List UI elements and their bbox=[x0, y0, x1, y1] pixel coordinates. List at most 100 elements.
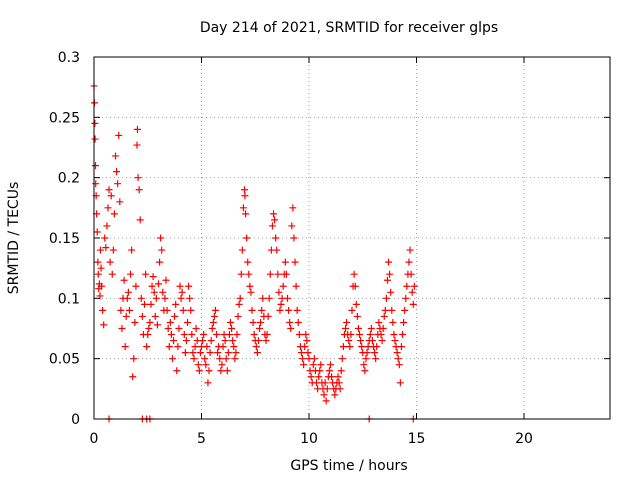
data-point bbox=[354, 325, 362, 332]
data-point bbox=[239, 204, 247, 212]
data-point bbox=[325, 367, 333, 375]
data-point bbox=[213, 331, 221, 339]
data-point bbox=[379, 325, 387, 332]
data-point bbox=[91, 119, 99, 127]
data-point bbox=[161, 294, 169, 302]
data-point bbox=[315, 373, 323, 381]
data-point bbox=[142, 270, 150, 278]
data-point bbox=[377, 331, 385, 339]
data-point bbox=[254, 337, 262, 345]
data-point bbox=[182, 337, 190, 345]
data-point bbox=[300, 361, 308, 369]
data-point bbox=[164, 325, 172, 332]
data-point bbox=[136, 216, 144, 224]
data-point bbox=[132, 282, 140, 290]
data-point bbox=[206, 349, 214, 357]
data-point bbox=[92, 162, 100, 170]
data-point bbox=[171, 312, 179, 320]
data-point bbox=[272, 234, 280, 242]
data-point bbox=[402, 294, 410, 302]
data-point bbox=[186, 294, 194, 302]
data-point bbox=[194, 361, 202, 369]
data-point bbox=[363, 349, 371, 357]
data-point bbox=[277, 300, 285, 308]
data-point bbox=[335, 379, 343, 387]
data-point bbox=[177, 294, 185, 302]
data-point bbox=[106, 258, 114, 266]
data-point bbox=[301, 343, 309, 351]
data-point bbox=[199, 337, 207, 345]
data-point bbox=[334, 373, 342, 381]
data-point bbox=[147, 300, 155, 308]
data-point bbox=[257, 318, 265, 326]
data-point bbox=[138, 312, 146, 320]
data-point bbox=[123, 294, 131, 302]
data-point bbox=[310, 355, 318, 363]
data-point bbox=[295, 331, 303, 339]
data-point bbox=[401, 306, 409, 314]
data-point bbox=[229, 337, 237, 345]
data-point bbox=[128, 246, 136, 254]
data-point bbox=[172, 300, 180, 308]
data-point bbox=[348, 306, 356, 314]
data-point bbox=[195, 367, 203, 375]
data-point bbox=[383, 276, 391, 284]
data-point bbox=[156, 258, 164, 266]
data-point bbox=[281, 258, 289, 266]
data-point bbox=[192, 325, 200, 332]
data-point bbox=[93, 228, 101, 236]
data-point bbox=[357, 337, 365, 345]
data-point bbox=[285, 306, 293, 314]
data-point bbox=[385, 258, 393, 266]
data-point bbox=[146, 318, 154, 326]
data-point bbox=[151, 312, 159, 320]
data-point bbox=[248, 306, 256, 314]
data-point bbox=[233, 331, 241, 339]
data-point bbox=[388, 306, 396, 314]
data-point bbox=[395, 361, 403, 369]
data-point bbox=[105, 186, 113, 194]
data-point bbox=[375, 318, 383, 326]
data-point bbox=[135, 186, 143, 194]
data-point bbox=[303, 337, 311, 345]
data-point bbox=[202, 361, 210, 369]
data-point bbox=[387, 288, 395, 296]
data-point bbox=[110, 210, 118, 218]
data-point bbox=[209, 318, 217, 326]
data-point bbox=[155, 280, 162, 288]
data-point bbox=[265, 294, 273, 302]
data-point bbox=[124, 288, 132, 296]
data-points bbox=[90, 82, 418, 423]
data-point bbox=[170, 337, 178, 345]
data-point bbox=[129, 373, 137, 381]
data-point bbox=[115, 131, 123, 139]
y-axis-label: SRMTID / TECUs bbox=[6, 182, 22, 295]
data-point bbox=[216, 355, 224, 363]
data-point bbox=[320, 391, 328, 399]
data-point bbox=[347, 331, 355, 339]
data-point bbox=[270, 210, 278, 218]
data-point bbox=[234, 312, 242, 320]
data-point bbox=[190, 355, 198, 363]
data-point bbox=[317, 361, 325, 369]
data-point bbox=[284, 294, 291, 302]
data-point bbox=[196, 349, 204, 357]
data-point bbox=[228, 325, 236, 332]
data-point bbox=[244, 258, 252, 266]
data-point bbox=[294, 318, 302, 326]
data-point bbox=[256, 325, 264, 332]
plot-frame bbox=[93, 56, 611, 420]
data-point bbox=[205, 367, 213, 375]
data-point bbox=[356, 331, 364, 339]
data-point bbox=[263, 331, 271, 339]
data-point bbox=[396, 379, 404, 387]
data-point bbox=[97, 264, 105, 272]
data-point bbox=[107, 192, 115, 200]
data-point bbox=[204, 379, 212, 387]
data-point bbox=[337, 367, 345, 375]
data-point bbox=[331, 391, 339, 399]
data-point bbox=[271, 216, 279, 224]
data-point bbox=[167, 331, 175, 339]
data-point bbox=[327, 361, 334, 369]
data-point bbox=[241, 186, 248, 194]
